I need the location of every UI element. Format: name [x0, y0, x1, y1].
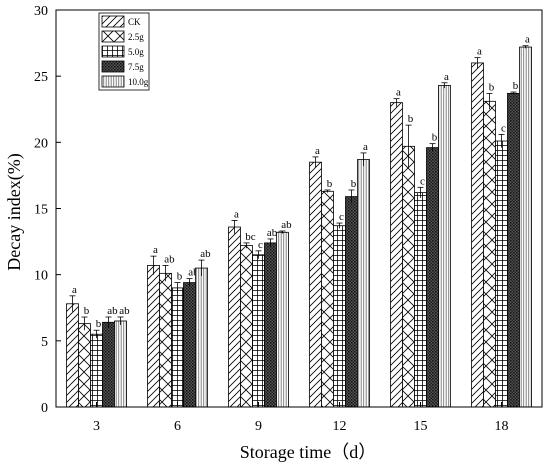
significance-label: b — [408, 113, 414, 125]
significance-label: ab — [164, 253, 175, 265]
legend-entry: 5.0g — [128, 47, 144, 57]
bar-CK-18 — [471, 62, 484, 408]
bar-10.0g-6 — [195, 267, 208, 408]
significance-label: ab — [119, 305, 130, 317]
significance-label: b — [96, 318, 102, 330]
y-tick-label: 10 — [34, 269, 48, 284]
bar-10.0g-9 — [276, 231, 289, 408]
x-tick-label: 18 — [495, 419, 509, 434]
y-tick-label: 25 — [34, 70, 48, 85]
bar-10.0g-12 — [357, 159, 370, 408]
significance-label: b — [84, 305, 90, 317]
bar-2.5g-9 — [240, 245, 253, 408]
bar-5.0g-9 — [252, 254, 265, 408]
legend-swatch — [101, 45, 125, 58]
y-tick-label: 20 — [34, 136, 48, 151]
significance-label: c — [501, 122, 506, 134]
significance-label: b — [513, 80, 519, 92]
bar-7.5g-3 — [102, 321, 115, 408]
significance-label: c — [258, 239, 263, 251]
significance-label: bc — [245, 231, 256, 243]
bar-7.5g-12 — [345, 196, 358, 408]
legend: CK 2.5g 5.0g 7.5g 10.0g — [98, 12, 150, 91]
bar-7.5g-15 — [426, 147, 439, 408]
bar-7.5g-18 — [507, 92, 520, 408]
significance-label: a — [234, 208, 239, 220]
bar-5.0g-15 — [414, 192, 427, 408]
bar-2.5g-12 — [321, 190, 334, 408]
significance-label: a — [477, 46, 482, 58]
y-tick-label: 30 — [34, 4, 48, 19]
significance-label: a — [396, 87, 401, 99]
bar-5.0g-18 — [495, 140, 508, 408]
axes: 0 5 10 15 20 25 30 3 6 9 12 15 18 — [34, 4, 543, 434]
bar-7.5g-9 — [264, 242, 277, 408]
x-tick-label: 6 — [174, 419, 181, 434]
bar-CK-3 — [66, 303, 79, 408]
significance-label: b — [432, 132, 438, 144]
y-axis-label: Decay index(%) — [4, 153, 25, 270]
legend-swatch — [101, 30, 125, 43]
bar-CK-6 — [147, 265, 160, 408]
significance-label: ab — [107, 305, 118, 317]
significance-label: a — [315, 145, 320, 157]
legend-entry: 2.5g — [128, 32, 144, 42]
significance-label: ab — [188, 267, 199, 279]
bar-10.0g-18 — [519, 46, 532, 408]
significance-label: a — [444, 71, 449, 83]
legend-swatch — [101, 60, 125, 73]
x-axis-label: Storage time（d） — [240, 442, 376, 462]
x-tick-label: 12 — [333, 419, 347, 434]
bar-CK-9 — [228, 226, 241, 408]
significance-label: a — [153, 244, 158, 256]
significance-label: c — [420, 175, 425, 187]
significance-label: ab — [281, 219, 292, 231]
y-tick-label: 0 — [41, 401, 48, 416]
significance-label: c — [339, 211, 344, 223]
bar-2.5g-6 — [159, 272, 172, 408]
legend-entry: 7.5g — [128, 62, 144, 72]
legend-swatch — [101, 15, 125, 28]
bar-5.0g-6 — [171, 287, 184, 408]
significance-label: b — [489, 81, 495, 93]
significance-label: a — [72, 284, 77, 296]
x-tick-label: 15 — [414, 419, 428, 434]
significance-label: b — [351, 178, 357, 190]
y-tick-label: 15 — [34, 203, 48, 218]
legend-entry: 10.0g — [128, 77, 149, 87]
bar-5.0g-3 — [90, 333, 103, 408]
significance-label: ab — [200, 248, 211, 260]
x-tick-label: 9 — [255, 419, 262, 434]
bar-10.0g-15 — [438, 85, 451, 408]
significance-label: a — [363, 141, 368, 153]
y-tick-label: 5 — [41, 335, 48, 350]
bar-CK-15 — [390, 102, 403, 408]
bar-2.5g-18 — [483, 100, 496, 408]
bar-2.5g-3 — [78, 323, 91, 408]
bar-10.0g-3 — [114, 320, 127, 408]
bar-7.5g-6 — [183, 282, 196, 408]
legend-entry: CK — [128, 17, 141, 27]
significance-label: a — [525, 34, 530, 46]
significance-label: b — [177, 271, 183, 283]
significance-label: b — [327, 178, 333, 190]
x-tick-label: 3 — [93, 419, 100, 434]
bar-CK-12 — [309, 161, 322, 408]
bar-5.0g-12 — [333, 225, 346, 408]
bar-2.5g-15 — [402, 145, 415, 408]
legend-swatch — [101, 75, 125, 88]
